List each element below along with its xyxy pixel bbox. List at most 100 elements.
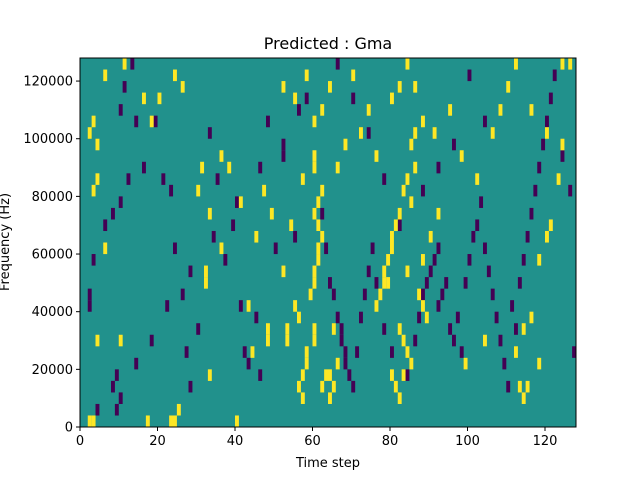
heatmap-cell-high	[517, 380, 522, 393]
heatmap-cell-high	[312, 207, 317, 220]
heatmap-cell-low	[432, 254, 437, 266]
heatmap-cell-high	[145, 415, 150, 428]
heatmap-cell-high	[219, 242, 224, 255]
y-tick-label: 100000	[23, 132, 73, 147]
y-tick-label: 120000	[23, 75, 73, 90]
heatmap-cell-high	[300, 173, 305, 185]
y-axis-title: Frequency (Hz)	[0, 193, 13, 291]
x-tick-label: 120	[533, 434, 558, 449]
heatmap-cell-high	[95, 138, 100, 151]
heatmap-cell-high	[568, 58, 573, 70]
heatmap-cell-high	[328, 81, 332, 93]
heatmap-cell-low	[463, 277, 468, 289]
heatmap-cell-high	[103, 242, 108, 255]
heatmap-cell-high	[312, 265, 317, 278]
heatmap-cell-high	[87, 415, 92, 428]
heatmap-cell-low	[339, 334, 344, 347]
heatmap-cell-low	[273, 242, 278, 255]
heatmap-cell-high	[405, 58, 410, 70]
heatmap-cell-low	[188, 265, 193, 278]
heatmap-cell-high	[91, 415, 96, 428]
heatmap-cell-high	[343, 138, 348, 151]
heatmap-cell-high	[413, 161, 418, 174]
heatmap-cell-high	[312, 161, 317, 174]
heatmap-cell-low	[548, 92, 553, 105]
heatmap-cell-high	[463, 357, 468, 370]
heatmap-cell-low	[238, 300, 243, 312]
heatmap-cell-high	[405, 346, 410, 358]
plot-area	[80, 58, 577, 428]
heatmap-cell-low	[525, 230, 530, 243]
heatmap-cell-high	[122, 58, 127, 70]
heatmap-cell-high	[328, 369, 332, 381]
heatmap-cell-high	[304, 357, 309, 370]
heatmap-cell-high	[91, 184, 96, 197]
heatmap-cell-low	[436, 242, 441, 255]
x-axis: 0 20 40 60 80 100 120	[76, 427, 558, 449]
heatmap-cell-low	[390, 346, 394, 358]
heatmap-cell-high	[250, 346, 255, 358]
heatmap-cell-high	[331, 323, 336, 335]
heatmap-cell-low	[211, 230, 216, 243]
heatmap-cell-low	[506, 380, 511, 393]
heatmap-cell-high	[281, 265, 286, 278]
heatmap-cell-high	[545, 127, 549, 139]
heatmap-cell-low	[328, 277, 332, 289]
heatmap-cell-low	[568, 184, 573, 197]
heatmap-cell-low	[490, 288, 495, 301]
x-tick-label: 20	[149, 434, 166, 449]
heatmap-cell-low	[405, 369, 410, 381]
heatmap-cell-high	[537, 357, 542, 370]
heatmap-cell-high	[254, 230, 259, 243]
heatmap-cell-low	[126, 173, 131, 185]
heatmap-cell-high	[424, 311, 429, 324]
heatmap-cell-high	[207, 207, 212, 220]
x-tick-label: 40	[227, 434, 244, 449]
heatmap-cell-high	[390, 369, 394, 381]
heatmap-cell-low	[347, 369, 352, 381]
heatmap-cell-high	[297, 380, 301, 393]
heatmap-cell-low	[331, 288, 336, 301]
heatmap-cell-high	[316, 242, 321, 255]
heatmap-cell-high	[91, 115, 96, 128]
heatmap-cell-high	[300, 369, 305, 381]
heatmap-cell-high	[374, 300, 379, 312]
heatmap-cell-low	[142, 161, 146, 174]
heatmap-cell-high	[176, 403, 181, 416]
heatmap-cell-low	[475, 219, 480, 232]
heatmap-cell-high	[421, 254, 425, 266]
heatmap-cell-high	[266, 323, 270, 335]
heatmap-cell-low	[103, 219, 108, 232]
heatmap-cell-high	[393, 219, 398, 232]
heatmap-cell-high	[397, 323, 402, 335]
heatmap-cell-high	[285, 334, 290, 347]
heatmap-cell-low	[444, 277, 449, 289]
heatmap-cell-low	[165, 300, 170, 312]
heatmap-cell-high	[397, 392, 402, 404]
heatmap-cell-high	[428, 230, 433, 243]
heatmap-cell-low	[413, 334, 418, 347]
heatmap-cell-high	[548, 219, 553, 232]
heatmap-cell-high	[219, 150, 224, 162]
heatmap-cell-high	[529, 311, 534, 324]
y-tick-label: 40000	[32, 305, 73, 320]
heatmap-cell-high	[320, 184, 325, 197]
heatmap-cell-high	[281, 81, 286, 93]
heatmap-cell-high	[366, 104, 371, 116]
heatmap-cell-low	[541, 138, 546, 151]
heatmap-cell-low	[514, 323, 518, 335]
heatmap-cell-low	[134, 115, 139, 128]
heatmap-cell-low	[223, 254, 228, 266]
heatmap-cell-high	[142, 92, 146, 105]
heatmap-cell-low	[258, 369, 263, 381]
heatmap-cell-high	[436, 207, 441, 220]
heatmap-cell-high	[382, 277, 387, 289]
heatmap-cell-low	[498, 334, 503, 347]
heatmap-cell-low	[355, 346, 360, 358]
heatmap-cell-high	[304, 69, 309, 82]
heatmap-cell-high	[235, 415, 239, 428]
heatmap-cell-low	[448, 323, 453, 335]
heatmap-cell-low	[215, 173, 220, 185]
heatmap-cell-low	[560, 150, 565, 162]
heatmap-cell-high	[475, 173, 480, 185]
